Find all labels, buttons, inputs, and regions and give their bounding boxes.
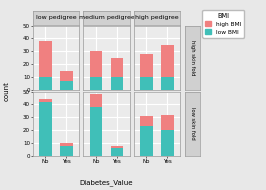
Bar <box>161 130 174 156</box>
Bar <box>111 148 123 156</box>
Text: medium pedigree: medium pedigree <box>78 15 134 20</box>
Bar <box>39 77 52 90</box>
Text: low skin fold: low skin fold <box>190 107 195 140</box>
Bar <box>161 77 174 90</box>
Bar <box>39 41 52 77</box>
Bar <box>161 45 174 77</box>
Bar <box>90 77 102 90</box>
Bar <box>39 102 52 156</box>
Text: count: count <box>4 81 10 101</box>
Bar <box>60 143 73 146</box>
Text: high pedigree: high pedigree <box>135 15 179 20</box>
Bar <box>90 107 102 156</box>
Bar <box>111 58 123 77</box>
Bar <box>161 115 174 130</box>
Bar <box>90 51 102 77</box>
Bar <box>140 126 153 156</box>
Text: low pedigree: low pedigree <box>36 15 76 20</box>
Legend: high BMI, low BMI: high BMI, low BMI <box>202 10 244 37</box>
Text: high skin fold: high skin fold <box>190 40 195 75</box>
Bar <box>111 146 123 148</box>
Bar <box>60 146 73 156</box>
Bar <box>60 70 73 81</box>
Bar <box>60 81 73 90</box>
Bar <box>140 116 153 126</box>
Bar <box>39 99 52 102</box>
Bar <box>140 54 153 77</box>
Bar <box>90 94 102 107</box>
Bar <box>111 77 123 90</box>
Text: Diabetes_Value: Diabetes_Value <box>80 179 133 186</box>
Bar <box>140 77 153 90</box>
